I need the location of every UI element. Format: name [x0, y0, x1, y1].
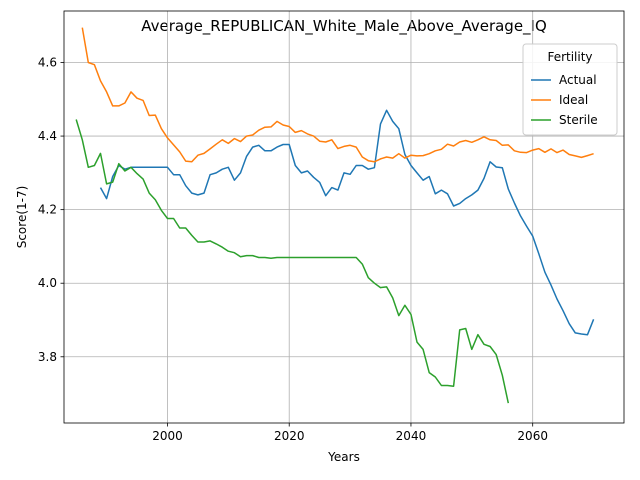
series-layer: [75, 27, 595, 404]
legend-box: [522, 43, 618, 136]
chart-title: Average_REPUBLICAN_White_Male_Above_Aver…: [141, 17, 547, 36]
x-tick-label-3: 2060: [517, 429, 548, 443]
legend-label-sterile: Sterile: [559, 113, 598, 127]
legend-label-actual: Actual: [559, 73, 597, 87]
series-line-ideal: [81, 27, 594, 163]
series-line-actual: [99, 109, 595, 336]
y-axis-label: Score(1-7): [15, 186, 29, 249]
y-tick-label-3: 4.4: [38, 129, 57, 143]
x-tick-label-0: 2000: [152, 429, 183, 443]
x-axis-label: Years: [327, 450, 360, 464]
x-tick-label-1: 2020: [274, 429, 305, 443]
x-tick-label-2: 2040: [396, 429, 427, 443]
plot-frame: [63, 10, 625, 424]
y-tick-label-0: 3.8: [38, 350, 57, 364]
y-tick-label-2: 4.2: [38, 203, 57, 217]
legend-title: Fertility: [547, 50, 592, 64]
y-tick-label-4: 4.6: [38, 56, 57, 70]
series-line-sterile: [75, 119, 510, 404]
legend: Fertility Actual Ideal Sterile: [522, 43, 618, 136]
legend-label-ideal: Ideal: [559, 93, 588, 107]
axis-ticks: 2000 2020 2040 2060 3.8 4.0 4.2 4.4 4.6: [38, 56, 548, 444]
y-tick-label-1: 4.0: [38, 276, 57, 290]
